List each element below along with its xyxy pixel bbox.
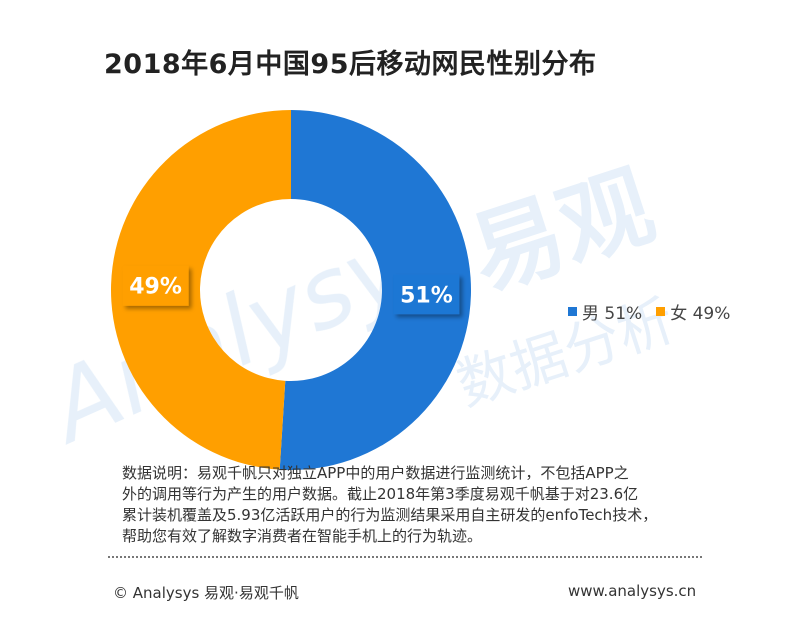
note-line: 数据说明：易观千帆只对独立APP中的用户数据进行监测统计，不包括APP之 (122, 464, 629, 482)
legend-label-male: 男 51% (582, 304, 643, 324)
footer-website: www.analysys.cn (568, 582, 697, 600)
donut-slice-male (279, 110, 472, 470)
data-label-text: 49% (129, 275, 182, 300)
gender-donut-chart: 51% 49% (111, 110, 472, 470)
note-line: 帮助您有效了解数字消费者在智能手机上的行为轨迹。 (122, 527, 483, 545)
legend-item-female: 女 49% (656, 299, 730, 324)
chart-title: 2018年6月中国95后移动网民性别分布 (104, 49, 597, 80)
note-line: 累计装机覆盖及5.93亿活跃用户的行为监测结果采用自主研发的enfoTech技术… (122, 506, 658, 524)
legend-swatch-female (656, 307, 666, 316)
donut-slice-female (111, 110, 291, 470)
note-line: 外的调用等行为产生的用户数据。截止2018年第3季度易观千帆基于对23.6亿 (122, 485, 639, 503)
data-label-male: 51% (393, 274, 460, 315)
legend-swatch-male (568, 307, 577, 316)
legend-label-female: 女 49% (670, 304, 731, 324)
footer-divider (108, 556, 702, 558)
legend-item-male: 男 51% (568, 299, 642, 324)
data-label-box (393, 274, 460, 315)
chart-legend: 男 51% 女 49% (568, 299, 730, 324)
data-label-text: 51% (400, 283, 453, 308)
footer-copyright: © Analysys 易观·易观千帆 (113, 584, 299, 602)
data-label-female: 49% (122, 265, 189, 306)
data-label-box (122, 265, 189, 306)
data-note: 数据说明：易观千帆只对独立APP中的用户数据进行监测统计，不包括APP之 外的调… (122, 463, 722, 547)
